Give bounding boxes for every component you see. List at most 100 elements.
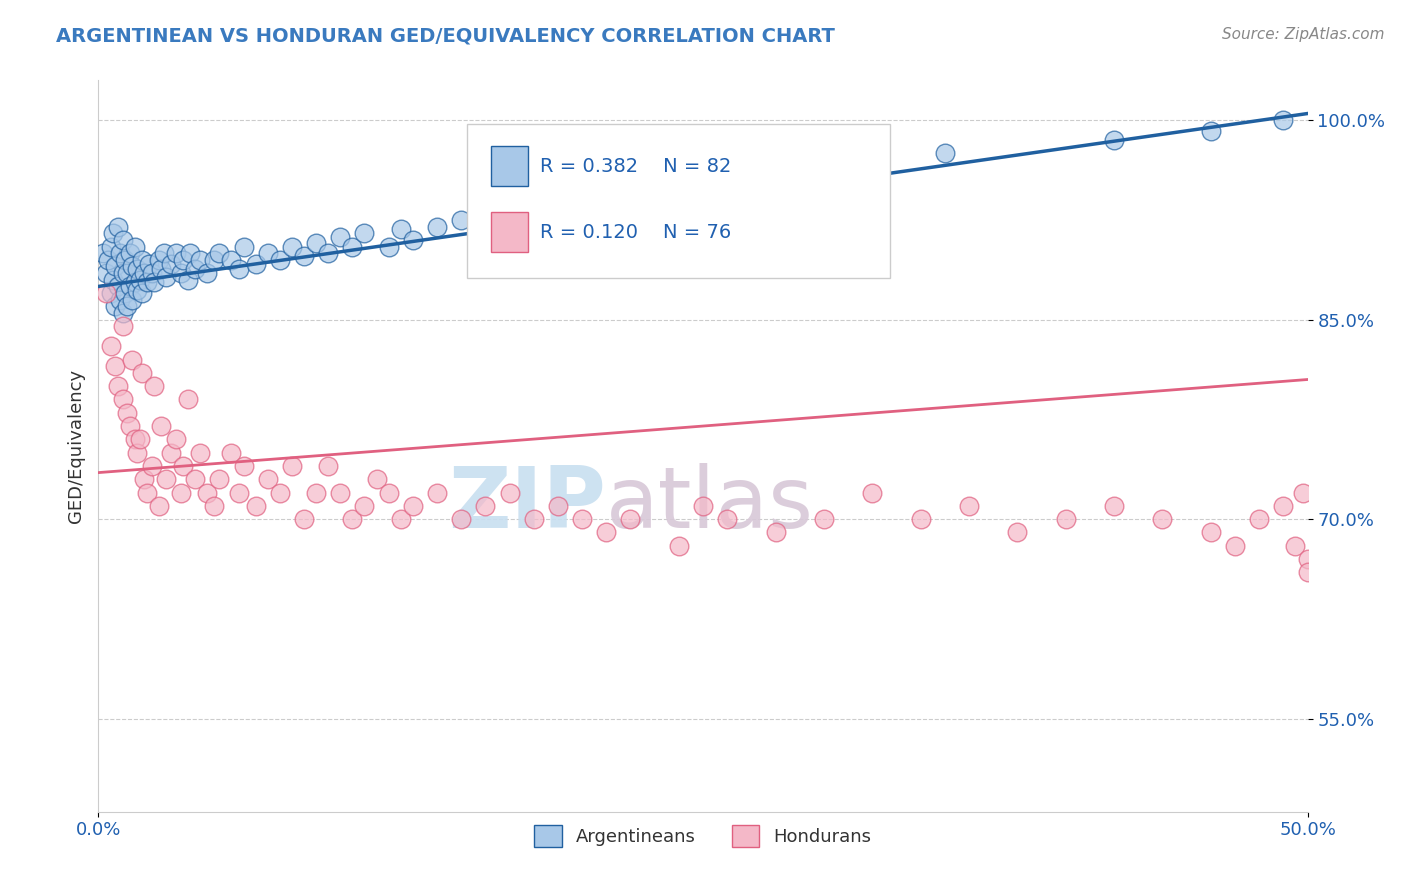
Point <box>121 260 143 274</box>
Point <box>138 257 160 271</box>
Point <box>204 252 226 267</box>
Point <box>245 499 267 513</box>
Point <box>128 273 150 287</box>
Point <box>134 266 156 280</box>
Point <box>160 445 183 459</box>
Point <box>1223 539 1246 553</box>
Point <box>118 279 141 293</box>
Point <box>547 499 569 513</box>
Point <box>377 239 399 253</box>
Point <box>402 233 425 247</box>
Text: Source: ZipAtlas.com: Source: ZipAtlas.com <box>1222 27 1385 42</box>
Point <box>131 366 153 380</box>
Point <box>94 286 117 301</box>
Point <box>377 485 399 500</box>
Point <box>1272 499 1295 513</box>
Point <box>316 246 339 260</box>
Point <box>108 293 131 307</box>
Point <box>177 273 200 287</box>
Point <box>426 485 449 500</box>
Point <box>1296 552 1319 566</box>
Point <box>111 233 134 247</box>
Point <box>204 499 226 513</box>
Point <box>107 379 129 393</box>
Point <box>117 299 139 313</box>
Point <box>619 512 641 526</box>
Point <box>131 252 153 267</box>
Point <box>389 512 412 526</box>
Point <box>353 226 375 240</box>
Point <box>160 257 183 271</box>
Point <box>426 219 449 234</box>
Point <box>644 173 666 187</box>
Point <box>813 512 835 526</box>
Point <box>232 458 254 473</box>
Point <box>692 166 714 180</box>
FancyBboxPatch shape <box>492 146 527 186</box>
Point <box>111 392 134 407</box>
Legend: Argentineans, Hondurans: Argentineans, Hondurans <box>527 817 879 854</box>
Point <box>97 252 120 267</box>
Point <box>118 246 141 260</box>
Point <box>135 276 157 290</box>
Point <box>228 485 250 500</box>
Point <box>124 433 146 447</box>
Point <box>232 239 254 253</box>
Point <box>281 239 304 253</box>
Text: R = 0.120    N = 76: R = 0.120 N = 76 <box>540 223 731 242</box>
Point <box>101 273 124 287</box>
Point <box>169 266 191 280</box>
Point <box>228 262 250 277</box>
Point <box>91 246 114 260</box>
Point <box>118 419 141 434</box>
Point <box>100 339 122 353</box>
Point <box>188 445 211 459</box>
Point <box>292 512 315 526</box>
Point <box>134 472 156 486</box>
Point <box>402 499 425 513</box>
Point <box>1249 512 1271 526</box>
Point <box>450 213 472 227</box>
Point <box>1284 539 1306 553</box>
Point <box>1007 525 1029 540</box>
Point <box>329 485 352 500</box>
Point <box>101 226 124 240</box>
Point <box>450 512 472 526</box>
Point <box>111 306 134 320</box>
Point <box>114 286 136 301</box>
Point <box>740 160 762 174</box>
Text: ZIP: ZIP <box>449 463 606 546</box>
Point <box>165 246 187 260</box>
Point <box>172 458 194 473</box>
Point <box>121 293 143 307</box>
Point <box>329 230 352 244</box>
Point <box>124 276 146 290</box>
Point <box>127 262 149 277</box>
Point <box>148 252 170 267</box>
Point <box>172 252 194 267</box>
FancyBboxPatch shape <box>492 212 527 252</box>
Point <box>1054 512 1077 526</box>
Point <box>1272 113 1295 128</box>
Point <box>547 193 569 207</box>
Point <box>353 499 375 513</box>
Point <box>127 445 149 459</box>
Point <box>510 200 533 214</box>
Point <box>141 458 163 473</box>
Point <box>389 222 412 236</box>
Point <box>111 266 134 280</box>
Point <box>155 270 177 285</box>
Point <box>169 485 191 500</box>
Point <box>94 266 117 280</box>
Point <box>269 252 291 267</box>
Point <box>117 266 139 280</box>
Point <box>910 512 932 526</box>
Point <box>607 179 630 194</box>
Point <box>135 485 157 500</box>
Point <box>184 472 207 486</box>
Point <box>1199 124 1222 138</box>
Point <box>292 249 315 263</box>
Point <box>571 512 593 526</box>
Point <box>668 539 690 553</box>
Point <box>221 252 243 267</box>
